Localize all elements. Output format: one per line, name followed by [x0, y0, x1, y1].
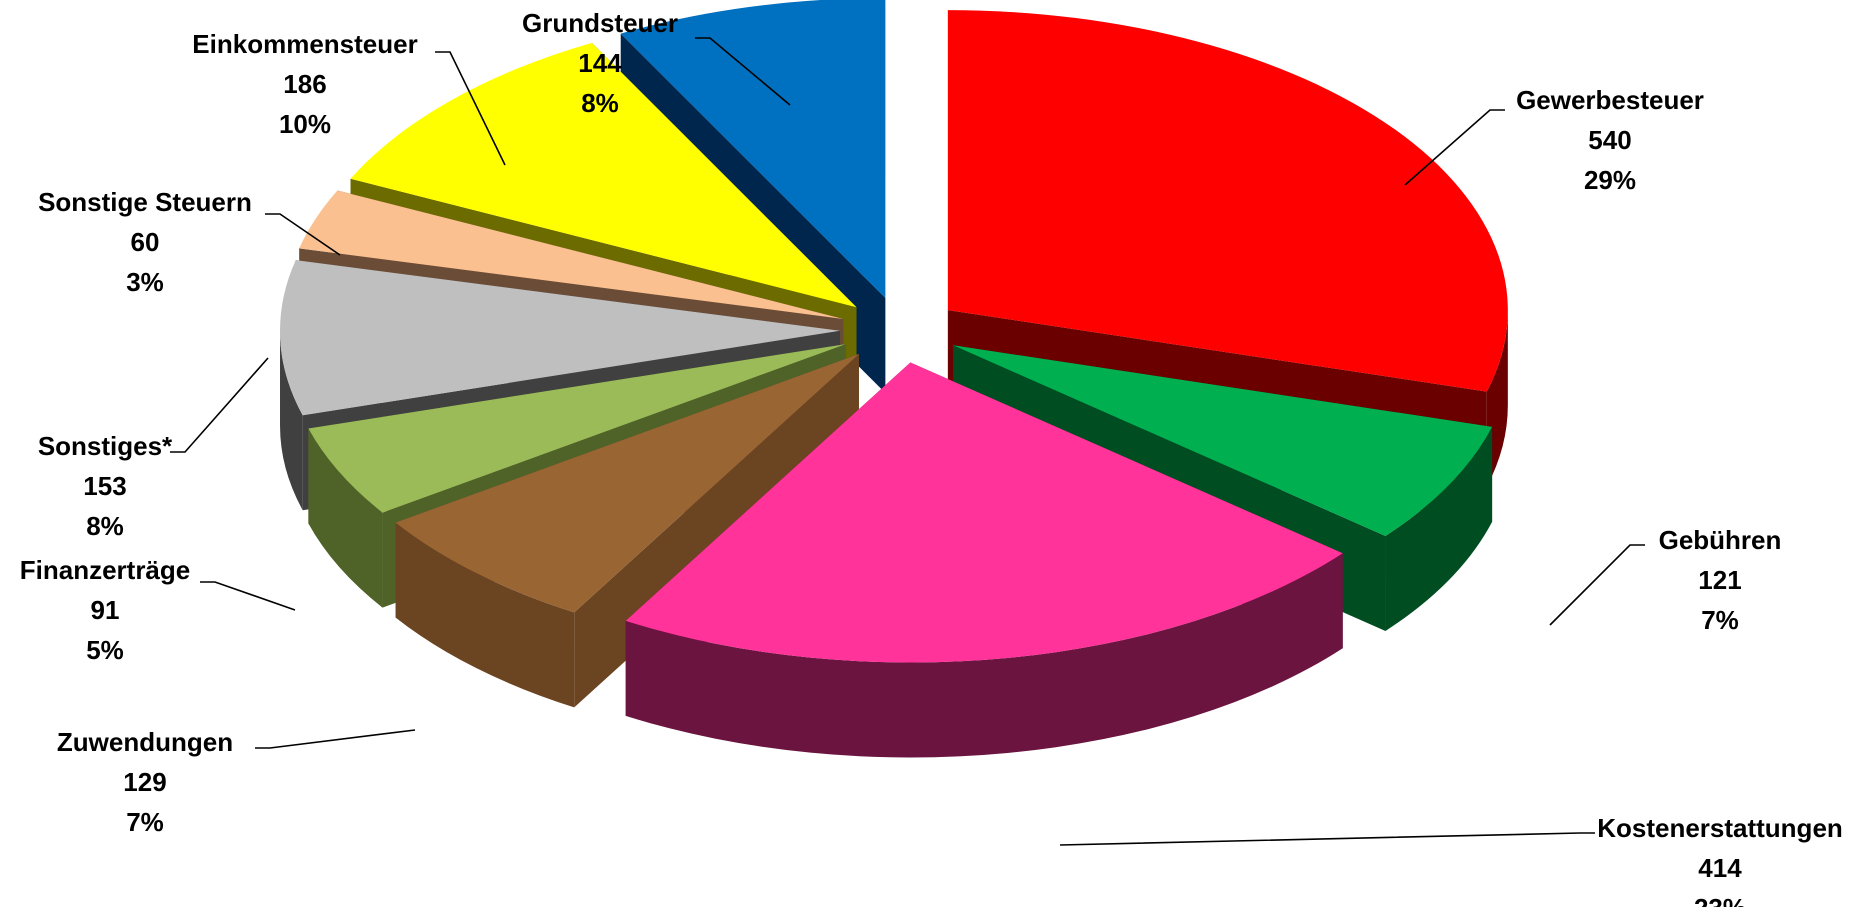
label-name-sonstige-steuern: Sonstige Steuern: [38, 187, 252, 217]
slice-top-gewerbesteuer: [947, 10, 1508, 392]
slice-top-sonstige-steuern: [299, 190, 844, 319]
label-percent-sonstige-steuern: 3%: [126, 267, 164, 297]
slice-outer-wall: [625, 553, 1343, 758]
leader-line-zuwendungen: [255, 729, 416, 749]
label-name-gebühren: Gebühren: [1659, 525, 1782, 555]
label-value-gewerbesteuer: 540: [1588, 125, 1631, 155]
data-labels: Gewerbesteuer 540 29% Gebühren 121 7% Kostener…: [20, 8, 1843, 907]
slice-top-finanzerträge: [308, 344, 846, 513]
label-name-sonstiges: Sonstiges*: [38, 431, 173, 461]
leader-lines: [170, 37, 1645, 846]
label-value-sonstiges: 153: [83, 471, 126, 501]
slice-top-zuwendungen: [395, 354, 859, 613]
slice-top-kostenerstattungen: [625, 362, 1343, 663]
label-name-grundsteuer: Grundsteuer: [522, 8, 678, 38]
slice-outer-wall: [1385, 426, 1493, 631]
label-value-einkommensteuer: 186: [283, 69, 326, 99]
leader-line-finanzerträge: [200, 581, 296, 611]
leader-line-gewerbesteuer: [1404, 109, 1505, 186]
leader-line-sonstiges: [170, 357, 269, 453]
label-name-einkommensteuer: Einkommensteuer: [192, 29, 417, 59]
label-percent-einkommensteuer: 10%: [279, 109, 331, 139]
slice-top-sonstiges: [280, 260, 841, 416]
label-name-finanzerträge: Finanzerträge: [20, 555, 191, 585]
leader-line-sonstige-steuern: [265, 213, 341, 256]
slice-top-gebühren: [953, 345, 1493, 536]
label-percent-zuwendungen: 7%: [126, 807, 164, 837]
label-value-gebühren: 121: [1698, 565, 1741, 595]
slice-outer-wall: [308, 428, 383, 608]
slice-outer-wall: [280, 330, 303, 511]
leader-line-einkommensteuer: [435, 51, 506, 166]
label-percent-grundsteuer: 8%: [581, 88, 619, 118]
slice-kostenerstattungen: [625, 362, 1343, 758]
label-name-gewerbesteuer: Gewerbesteuer: [1516, 85, 1704, 115]
label-value-kostenerstattungen: 414: [1698, 853, 1742, 883]
label-value-zuwendungen: 129: [123, 767, 166, 797]
leader-line-grundsteuer: [695, 37, 791, 106]
label-value-grundsteuer: 144: [578, 48, 622, 78]
label-name-kostenerstattungen: Kostenerstattungen: [1597, 813, 1843, 843]
slice-outer-wall: [395, 522, 575, 708]
slice-top-grundsteuer: [620, 0, 886, 298]
label-percent-finanzerträge: 5%: [86, 635, 124, 665]
label-value-finanzerträge: 91: [91, 595, 120, 625]
leader-line-kostenerstattungen: [1059, 832, 1595, 846]
label-name-zuwendungen: Zuwendungen: [57, 727, 233, 757]
pie-slices: [280, 0, 1508, 758]
leader-line-gebühren: [1549, 544, 1645, 626]
label-percent-kostenerstattungen: 23%: [1694, 893, 1746, 907]
label-percent-gebühren: 7%: [1701, 605, 1739, 635]
label-percent-gewerbesteuer: 29%: [1584, 165, 1636, 195]
label-percent-sonstiges: 8%: [86, 511, 124, 541]
label-value-sonstige-steuern: 60: [131, 227, 160, 257]
